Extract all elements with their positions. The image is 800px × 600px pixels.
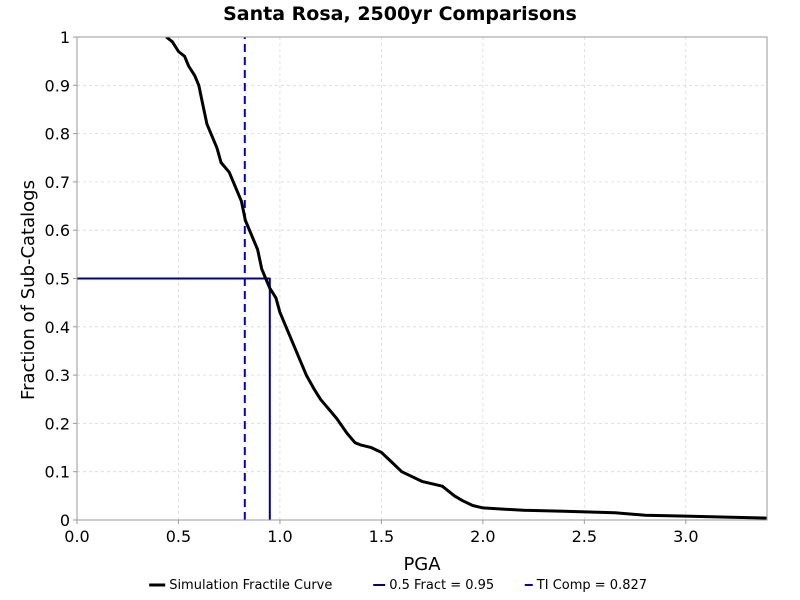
- y-tick-label: 0.7: [45, 173, 70, 192]
- y-tick-label: 0.1: [45, 463, 70, 482]
- legend-item-2: TI Comp = 0.827: [536, 578, 647, 593]
- x-axis-ticks: 0.0 0.5 1.0 1.5 2.0 2.5 3.0: [64, 520, 699, 546]
- series-line-1: [77, 277, 271, 520]
- legend-item-1: 0.5 Fract = 0.95: [389, 578, 494, 593]
- y-tick-label: 0.6: [45, 221, 70, 240]
- series-line-0: [165, 37, 767, 520]
- x-axis-label: PGA: [403, 554, 441, 575]
- x-tick-label: 1.5: [369, 527, 394, 546]
- y-tick-label: 0.4: [45, 318, 70, 337]
- x-tick-label: 1.0: [267, 527, 292, 546]
- chart-title: Santa Rosa, 2500yr Comparisons: [223, 3, 577, 25]
- y-tick-label: 0.8: [45, 125, 70, 144]
- plot-area: [77, 37, 767, 520]
- x-tick-label: 0.0: [64, 527, 89, 546]
- y-axis-label: Fraction of Sub-Catalogs: [18, 180, 39, 400]
- x-tick-label: 2.0: [470, 527, 495, 546]
- x-tick-label: 3.0: [673, 527, 698, 546]
- x-tick-label: 0.5: [166, 527, 191, 546]
- legend: Simulation Fractile Curve 0.5 Fract = 0.9…: [149, 578, 647, 593]
- y-tick-label: 1: [60, 28, 70, 47]
- y-tick-label: 0.2: [45, 414, 70, 433]
- y-tick-label: 0.3: [45, 366, 70, 385]
- y-tick-label: 0.5: [45, 270, 70, 289]
- y-tick-label: 0.9: [45, 76, 70, 95]
- y-tick-label: 0: [60, 511, 70, 530]
- x-tick-label: 2.5: [572, 527, 597, 546]
- legend-item-0: Simulation Fractile Curve: [169, 578, 332, 593]
- y-axis-ticks: 0 0.1 0.2 0.3 0.4 0.5 0.6 0.7 0.8 0.9 1: [45, 28, 77, 530]
